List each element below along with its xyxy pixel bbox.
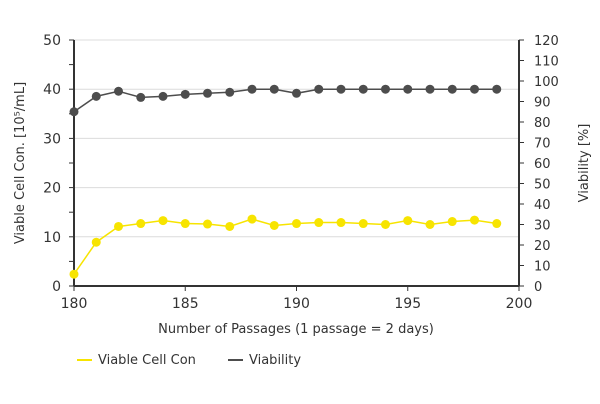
y-axis-label-right: Viability [%] [577,124,592,203]
data-point-viability [292,88,301,98]
data-point-viable-cell-con [492,219,502,229]
x-tick-label: 195 [394,296,421,312]
legend-label-viable-cell-con: Viable Cell Con [98,353,196,368]
data-point-viability [336,84,346,94]
data-point-viability [425,84,435,94]
data-point-viability [492,84,502,94]
x-tick-label: 180 [61,296,88,312]
data-point-viable-cell-con [314,218,324,228]
data-point-viability [180,89,190,99]
data-point-viability [203,88,212,98]
data-point-viable-cell-con [247,214,257,224]
data-point-viability [447,84,457,94]
data-point-viable-cell-con [470,215,479,225]
data-point-viable-cell-con [447,217,457,227]
y-tick-label-right: 40 [534,198,551,213]
y-tick-label-left: 40 [43,82,61,98]
y-tick-label-left: 0 [52,279,61,295]
data-point-viable-cell-con [69,269,79,279]
y-tick-label-right: 120 [534,34,559,49]
data-point-viability [470,84,479,94]
series [69,84,502,279]
x-tick-label: 200 [506,296,533,312]
y-tick-label-left: 50 [43,33,61,49]
data-point-viability [225,87,235,97]
data-point-viability [403,84,413,94]
y-tick-label-right: 70 [534,137,551,152]
y-tick-label-right: 110 [534,55,559,70]
data-point-viability [91,91,101,101]
data-point-viable-cell-con [292,219,301,229]
x-tick-label: 190 [283,296,310,312]
data-point-viable-cell-con [203,219,212,229]
data-point-viability [158,91,168,101]
x-axis-label: Number of Passages (1 passage = 2 days) [158,322,434,337]
y-tick-label-right: 50 [534,178,551,193]
data-point-viability [247,84,257,94]
data-point-viability [358,84,368,94]
data-point-viability [269,84,279,94]
data-point-viable-cell-con [91,237,101,247]
y-tick-label-right: 10 [534,260,551,275]
data-point-viable-cell-con [269,220,279,230]
data-point-viability [69,107,79,117]
y-tick-label-right: 0 [534,280,542,295]
axes [69,39,524,291]
data-point-viability [381,84,390,94]
data-point-viability [114,86,123,96]
gridlines [74,39,519,238]
data-point-viable-cell-con [425,220,435,229]
data-point-viable-cell-con [136,219,146,229]
data-point-viable-cell-con [403,216,413,226]
tick-labels: 0 10 20 30 40 50 0 10 20 30 40 50 60 70 80 90 100 110 120 1… [43,33,559,312]
y-tick-label-right: 80 [534,116,551,131]
data-point-viable-cell-con [381,220,390,229]
series-line-viability [73,88,497,113]
y-tick-label-right: 20 [534,239,551,254]
data-point-viability [136,92,146,102]
data-point-viability [314,84,324,94]
y-axis-label-left: Viable Cell Con. [10⁵/mL] [13,82,28,244]
data-point-viable-cell-con [114,221,123,231]
y-tick-label-right: 30 [534,219,551,234]
y-tick-label-right: 60 [534,157,551,172]
data-point-viable-cell-con [180,219,190,229]
y-tick-label-left: 30 [43,131,61,147]
y-tick-label-right: 100 [534,75,559,90]
y-tick-label-left: 20 [43,181,61,197]
legend-label-viability: Viability [249,353,301,368]
y-tick-label-left: 10 [43,230,61,246]
data-point-viable-cell-con [336,218,346,228]
legend: Viable Cell Con Viability [77,353,301,368]
y-tick-label-right: 90 [534,96,551,111]
data-point-viable-cell-con [225,221,235,231]
data-point-viable-cell-con [358,219,368,229]
x-tick-label: 185 [172,296,199,312]
data-point-viable-cell-con [158,216,168,226]
